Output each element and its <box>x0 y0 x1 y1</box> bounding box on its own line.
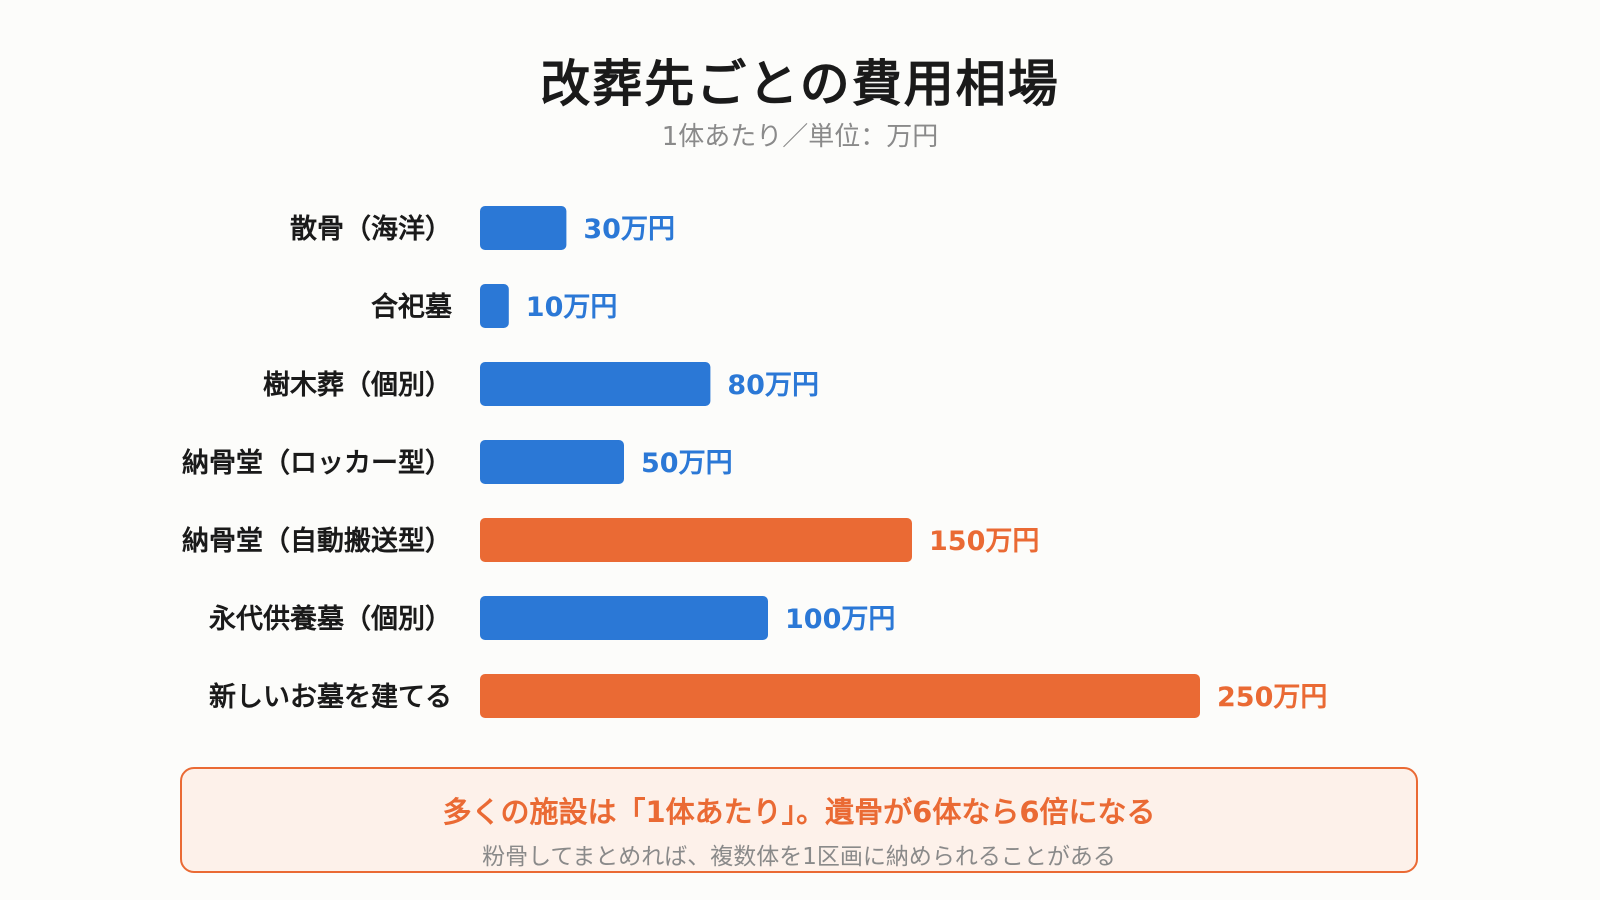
bar <box>480 440 624 484</box>
category-label: 散骨（海洋） <box>290 213 452 245</box>
note-main-text: 多くの施設は「1体あたり」。遺骨が6体なら6倍になる <box>442 795 1156 829</box>
bar <box>480 596 768 640</box>
value-label: 80万円 <box>727 370 819 401</box>
value-label: 100万円 <box>785 604 895 635</box>
value-label: 250万円 <box>1217 682 1327 713</box>
note-sub-text: 粉骨してまとめれば、複数体を1区画に納められることがある <box>482 844 1116 870</box>
category-label: 合祀墓 <box>371 291 453 323</box>
bar <box>480 206 567 250</box>
category-label: 新しいお墓を建てる <box>209 681 452 713</box>
bar <box>480 362 711 406</box>
category-label: 永代供養墓（個別） <box>208 603 452 635</box>
value-label: 10万円 <box>526 292 618 323</box>
chart-title: 改葬先ごとの費用相場 <box>540 55 1060 113</box>
bar <box>480 284 509 328</box>
category-label: 樹木葬（個別） <box>263 370 452 401</box>
category-label: 納骨堂（自動搬送型） <box>182 525 452 557</box>
value-label: 30万円 <box>583 214 675 245</box>
value-label: 150万円 <box>929 526 1039 557</box>
value-label: 50万円 <box>641 448 733 479</box>
chart-subtitle: 1体あたり／単位：万円 <box>661 122 939 152</box>
note-box: 多くの施設は「1体あたり」。遺骨が6体なら6倍になる 粉骨してまとめれば、複数体… <box>180 767 1418 873</box>
bar <box>480 674 1200 718</box>
category-label: 納骨堂（ロッカー型） <box>182 447 452 479</box>
bar <box>480 518 912 562</box>
